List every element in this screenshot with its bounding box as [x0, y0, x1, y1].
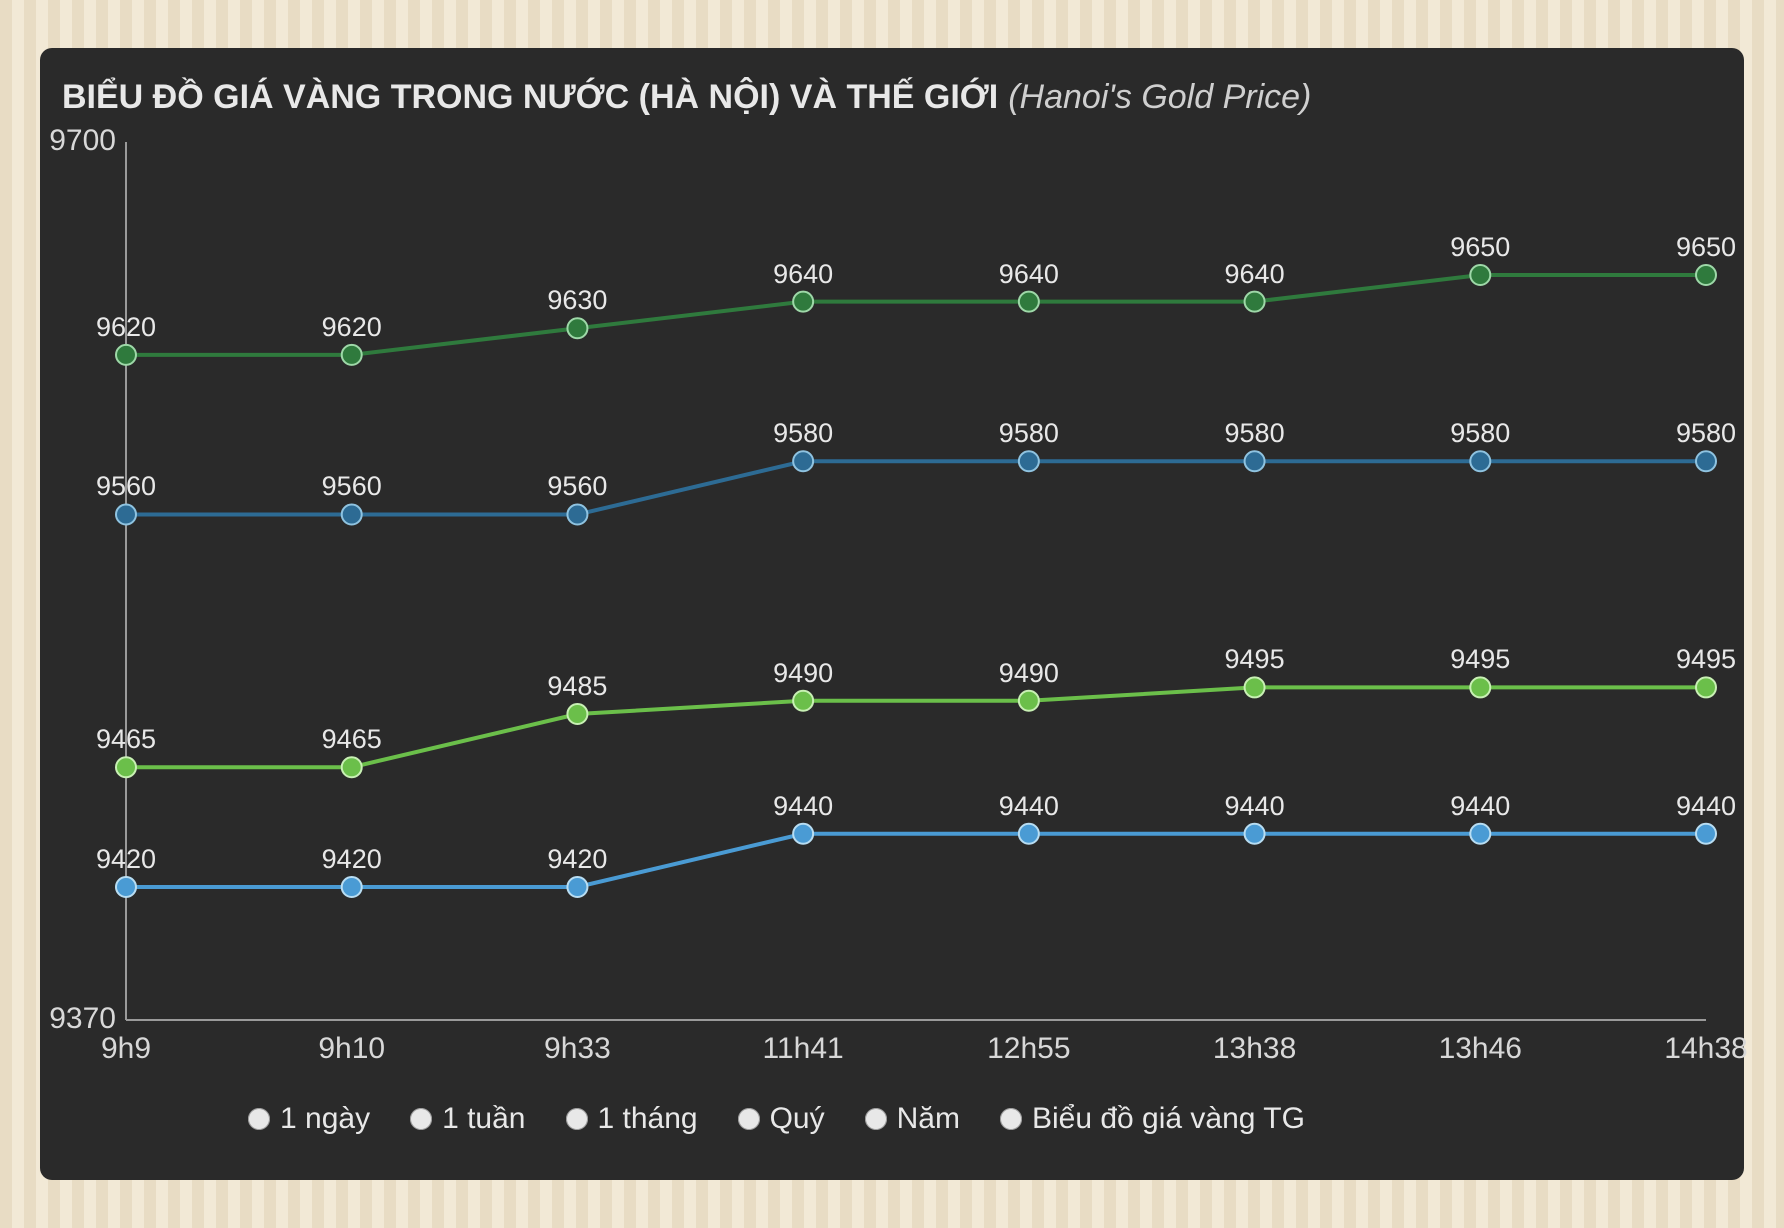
x-tick-label: 9h10	[272, 1032, 432, 1066]
y-tick-label: 9700	[36, 124, 116, 158]
legend-item[interactable]: 1 ngày	[248, 1102, 370, 1136]
legend-item-label: Quý	[770, 1102, 825, 1136]
x-tick-label: 13h46	[1400, 1032, 1560, 1066]
data-label: 9420	[547, 844, 607, 875]
chart-title-sub: (Hanoi's Gold Price)	[1008, 78, 1311, 116]
data-label: 9650	[1676, 232, 1736, 263]
data-label: 9580	[999, 418, 1059, 449]
data-label: 9580	[773, 418, 833, 449]
radio-icon	[566, 1108, 588, 1130]
data-label: 9440	[1450, 791, 1510, 822]
data-label: 9580	[1225, 418, 1285, 449]
legend-item-label: Năm	[897, 1102, 960, 1136]
radio-icon	[248, 1108, 270, 1130]
data-label: 9620	[322, 312, 382, 343]
legend-item-label: 1 ngày	[280, 1102, 370, 1136]
data-label: 9640	[1225, 259, 1285, 290]
data-label: 9420	[322, 844, 382, 875]
chart-title-main: BIỂU ĐỒ GIÁ VÀNG TRONG NƯỚC (HÀ NỘI) VÀ …	[62, 78, 998, 116]
legend-item[interactable]: Năm	[865, 1102, 960, 1136]
data-label: 9640	[773, 259, 833, 290]
data-label: 9495	[1225, 644, 1285, 675]
data-label: 9560	[547, 471, 607, 502]
data-label: 9485	[547, 671, 607, 702]
data-label: 9640	[999, 259, 1059, 290]
legend-item[interactable]: 1 tháng	[566, 1102, 698, 1136]
x-tick-label: 12h55	[949, 1032, 1109, 1066]
data-label: 9620	[96, 312, 156, 343]
data-label: 9495	[1450, 644, 1510, 675]
legend-item-label: 1 tuần	[442, 1102, 525, 1136]
data-label: 9560	[322, 471, 382, 502]
data-label: 9440	[999, 791, 1059, 822]
legend-item[interactable]: Quý	[738, 1102, 825, 1136]
data-label: 9490	[999, 658, 1059, 689]
data-label: 9440	[1676, 791, 1736, 822]
chart-legend: 1 ngày 1 tuần 1 tháng Quý Năm Biểu đồ giá vàn…	[248, 1102, 1305, 1136]
x-tick-label: 14h38	[1626, 1032, 1784, 1066]
data-label: 9580	[1450, 418, 1510, 449]
legend-item-label: 1 tháng	[598, 1102, 698, 1136]
data-label: 9560	[96, 471, 156, 502]
data-label: 9650	[1450, 232, 1510, 263]
data-label: 9630	[547, 285, 607, 316]
radio-icon	[1000, 1108, 1022, 1130]
x-tick-label: 9h33	[497, 1032, 657, 1066]
x-tick-label: 9h9	[46, 1032, 206, 1066]
radio-icon	[410, 1108, 432, 1130]
legend-item-label: Biểu đồ giá vàng TG	[1032, 1102, 1305, 1136]
x-tick-label: 13h38	[1175, 1032, 1335, 1066]
legend-item[interactable]: 1 tuần	[410, 1102, 525, 1136]
data-label: 9440	[1225, 791, 1285, 822]
data-label: 9420	[96, 844, 156, 875]
data-label: 9580	[1676, 418, 1736, 449]
data-label: 9465	[96, 724, 156, 755]
x-tick-label: 11h41	[723, 1032, 883, 1066]
data-label: 9495	[1676, 644, 1736, 675]
legend-item[interactable]: Biểu đồ giá vàng TG	[1000, 1102, 1305, 1136]
y-tick-label: 9370	[36, 1002, 116, 1036]
radio-icon	[738, 1108, 760, 1130]
data-label: 9440	[773, 791, 833, 822]
chart-panel	[40, 48, 1744, 1180]
data-label: 9490	[773, 658, 833, 689]
chart-title: BIỂU ĐỒ GIÁ VÀNG TRONG NƯỚC (HÀ NỘI) VÀ …	[62, 78, 1311, 117]
data-label: 9465	[322, 724, 382, 755]
radio-icon	[865, 1108, 887, 1130]
